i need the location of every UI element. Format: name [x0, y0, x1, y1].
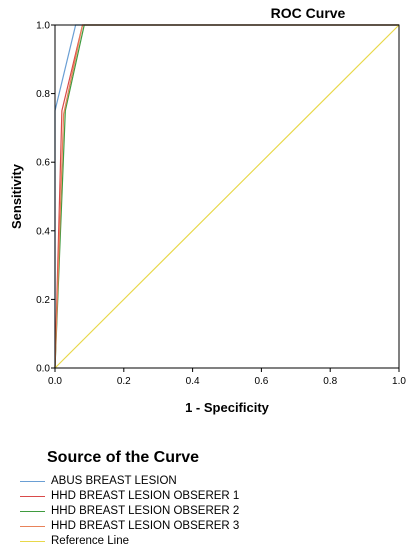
legend-item: HHD BREAST LESION OBSERER 1	[20, 489, 400, 504]
y-tick-label: 1.0	[36, 21, 50, 32]
legend-items: ABUS BREAST LESION HHD BREAST LESION OBSE…	[20, 474, 400, 549]
x-tick-label: 0.2	[117, 376, 131, 387]
y-tick-label: 0.4	[36, 226, 50, 237]
plot-frame	[54, 24, 400, 369]
legend-label: HHD BREAST LESION OBSERER 1	[51, 490, 240, 502]
chart-title: ROC Curve	[271, 5, 346, 21]
legend-swatch	[20, 541, 45, 542]
legend-title: Source of the Curve	[47, 449, 200, 466]
legend-label: ABUS BREAST LESION	[51, 475, 177, 487]
legend-swatch	[20, 496, 45, 497]
legend-label: HHD BREAST LESION OBSERER 2	[51, 505, 240, 517]
legend-swatch	[20, 481, 45, 482]
x-tick-label: 0.8	[323, 376, 337, 387]
legend-item: ABUS BREAST LESION	[20, 474, 400, 489]
x-axis: 0.0 0.2 0.4 0.6 0.8 1.0	[48, 368, 406, 387]
y-axis: 0.0 0.2 0.4 0.6 0.8 1.0	[36, 21, 55, 375]
legend-label: Reference Line	[51, 535, 129, 547]
x-tick-label: 0.6	[254, 376, 268, 387]
x-axis-label: 1 - Specificity	[185, 400, 270, 415]
series-line-5	[54, 24, 400, 369]
legend-swatch	[20, 526, 45, 527]
y-tick-label: 0.2	[36, 295, 50, 306]
y-tick-label: 0.6	[36, 158, 50, 169]
y-axis-label: Sensitivity	[9, 163, 24, 229]
plot-series	[54, 24, 400, 369]
x-tick-label: 1.0	[392, 376, 406, 387]
legend-item: HHD BREAST LESION OBSERER 2	[20, 504, 400, 519]
legend: Source of the Curve ABUS BREAST LESION HH…	[20, 449, 400, 549]
roc-chart: ROC Curve 0.0 0.2 0.4 0.6 0.8 1.0 0.00.20.40.…	[9, 5, 406, 415]
y-tick-label: 0.8	[36, 89, 50, 100]
legend-item: HHD BREAST LESION OBSERER 3	[20, 519, 400, 534]
x-tick-label: 0.0	[48, 376, 62, 387]
legend-item: Reference Line	[20, 534, 400, 549]
legend-label: HHD BREAST LESION OBSERER 3	[51, 520, 240, 532]
y-tick-label: 0.0	[36, 364, 50, 375]
legend-swatch	[20, 511, 45, 512]
x-tick-label: 0.4	[186, 376, 200, 387]
